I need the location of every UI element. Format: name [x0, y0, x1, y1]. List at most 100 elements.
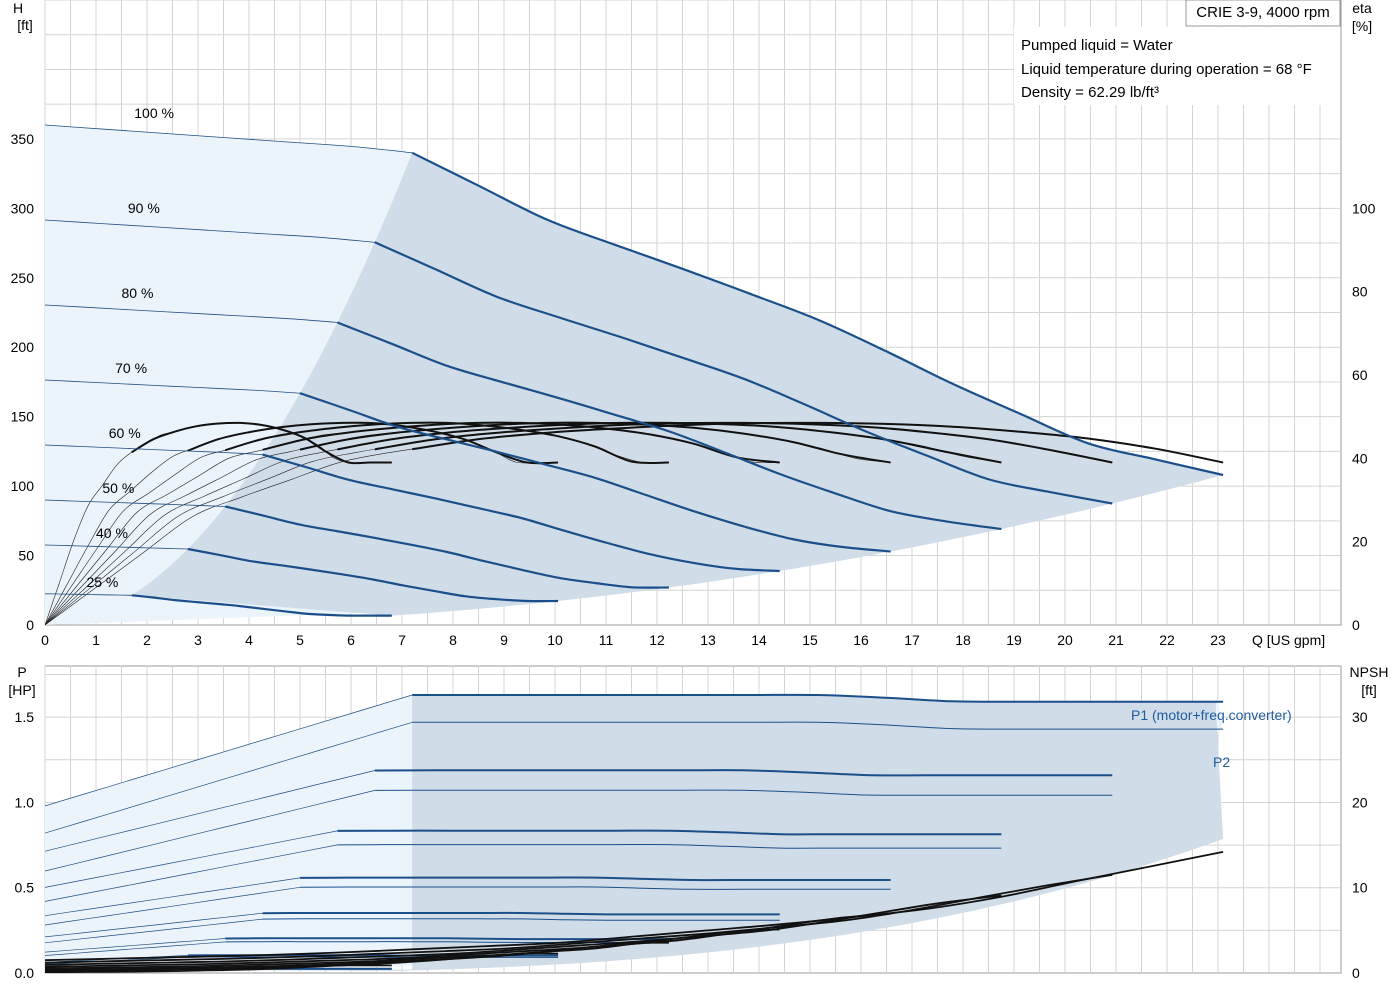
power-curve [337, 829, 1002, 836]
head-curve [374, 241, 1113, 505]
power-curve-thin [45, 886, 301, 926]
y-tick-label: 0.5 [15, 880, 35, 896]
power-curve [412, 721, 1224, 730]
speed-label: 60 % [109, 425, 141, 441]
y-tick-label: 50 [18, 548, 34, 564]
chart-title: CRIE 3-9, 4000 rpm [1196, 4, 1329, 21]
y2-tick-label: 0 [1352, 617, 1360, 633]
y2-axis-unit-eta: [%] [1352, 18, 1372, 34]
x-tick-label: 4 [245, 632, 253, 648]
x-tick-label: 3 [194, 632, 202, 648]
head-curve-thin [45, 444, 263, 455]
y2-tick-label: 20 [1352, 794, 1368, 810]
y-tick-label: 1.5 [15, 709, 35, 725]
head-curve [224, 505, 669, 589]
x-tick-label: 2 [143, 632, 151, 648]
head-operating-area [45, 125, 1224, 625]
y-tick-label: 250 [11, 270, 35, 286]
x-axis-label: Q [US gpm] [1252, 632, 1325, 648]
power-curve-thin [45, 912, 263, 938]
y-tick-label: 350 [11, 131, 35, 147]
x-tick-label: 13 [700, 632, 716, 648]
y2-tick-label: 80 [1352, 284, 1368, 300]
speed-label: 25 % [86, 574, 118, 590]
head-curve [131, 594, 392, 617]
power-curve [374, 769, 1113, 777]
power-curve-thin [45, 694, 413, 807]
head-curves [45, 124, 1224, 617]
power-chart: 0.0 0.5 1.0 1.5 0 10 20 30 P [HP] NPSH [ft] P1 … [8, 664, 1388, 981]
x-tick-label: 10 [547, 632, 563, 648]
x-tick-label: 19 [1006, 632, 1022, 648]
power-curve-thin [45, 941, 226, 956]
y2-tick-label: 60 [1352, 367, 1368, 383]
y-tick-label: 150 [11, 409, 35, 425]
y2-tick-label: 0 [1352, 965, 1360, 981]
y-tick-label: 1.0 [15, 794, 35, 810]
y-axis-label-p: P [17, 664, 26, 680]
power-curve [262, 911, 780, 916]
speed-labels: 100 % 90 % 80 % 70 % 60 % 50 % 40 % 25 % [86, 105, 174, 590]
y-tick-label: 300 [11, 200, 35, 216]
power-curve-thin [45, 877, 301, 917]
x-tick-label: 0 [41, 632, 49, 648]
efficiency-curve [412, 421, 1224, 464]
power-curve-thin [45, 918, 263, 944]
y2-axis-label-eta: eta [1352, 0, 1372, 16]
operating-region [131, 152, 1224, 616]
x-tick-label: 23 [1210, 632, 1226, 648]
npsh-curve [45, 874, 1113, 964]
npsh-curve [45, 941, 669, 971]
power-curve-thin [45, 790, 375, 872]
head-curve [411, 151, 1224, 477]
power-curve-thin [45, 770, 375, 852]
head-curve-thin [45, 593, 132, 596]
y-tick-label: 200 [11, 339, 35, 355]
x-tick-label: 16 [853, 632, 869, 648]
power-curve [374, 789, 1113, 796]
head-chart: 0 1 2 3 4 5 6 7 8 9 10 11 12 13 14 15 16 17 18 19 20 21 22 2305… [11, 0, 1376, 648]
npsh-curve [45, 928, 780, 970]
power-curve [299, 876, 891, 882]
power-axis-ticks: 0.0 0.5 1.0 1.5 0 10 20 30 [15, 709, 1368, 981]
power-curve [337, 844, 1002, 849]
head-curve-thin [45, 379, 301, 394]
info-pumped-liquid: Pumped liquid = Water [1021, 37, 1173, 54]
info-liquid-temperature: Liquid temperature during operation = 68… [1021, 61, 1312, 78]
x-tick-label: 1 [92, 632, 100, 648]
y2-axis-label-npsh: NPSH [1350, 664, 1389, 680]
speed-label: 70 % [115, 360, 147, 376]
y-axis-unit-h: [ft] [17, 17, 33, 33]
y2-tick-label: 100 [1352, 200, 1376, 216]
efficiency-curve [299, 421, 891, 464]
y2-axis-unit-npsh: [ft] [1361, 682, 1377, 698]
efficiency-curves [45, 421, 1224, 625]
head-curve-thin [45, 304, 338, 323]
power-curve-thin [45, 830, 338, 888]
chart-title-box [1185, 0, 1341, 27]
x-tick-label: 8 [449, 632, 457, 648]
head-curve-thin [45, 544, 188, 550]
efficiency-curve [224, 421, 669, 465]
efficiency-curve [374, 421, 1113, 464]
series-label-p1: P1 (motor+freq.converter) [1131, 707, 1292, 723]
head-curve-thin [45, 499, 226, 507]
info-density: Density = 62.29 lb/ft³ [1021, 84, 1159, 101]
head-curve [187, 547, 559, 603]
y-axis-unit-p: [HP] [8, 682, 35, 698]
speed-label: 100 % [134, 105, 174, 121]
x-tick-label: 6 [347, 632, 355, 648]
speed-label: 50 % [102, 480, 134, 496]
speed-label: 80 % [122, 285, 154, 301]
efficiency-curve [262, 421, 780, 464]
head-curve [299, 392, 891, 553]
head-curve [336, 321, 1002, 531]
power-curve [299, 886, 891, 890]
head-curve-thin [45, 219, 375, 243]
power-curve [412, 693, 1224, 703]
info-box [1014, 27, 1340, 105]
power-curve-thin [45, 938, 226, 953]
npsh-curve [45, 894, 1002, 966]
x-tick-label: 22 [1159, 632, 1175, 648]
